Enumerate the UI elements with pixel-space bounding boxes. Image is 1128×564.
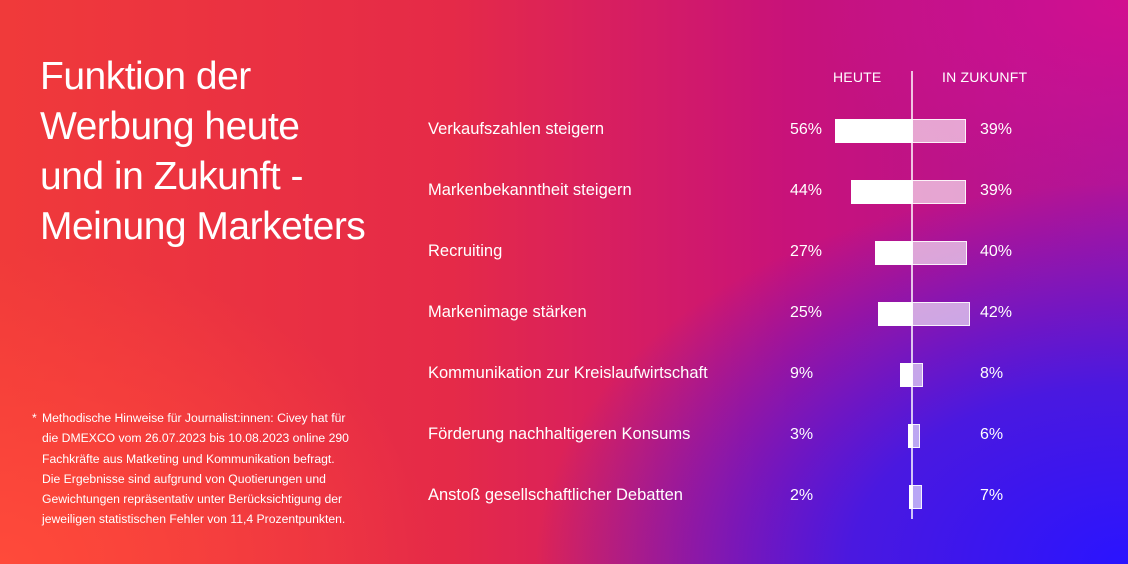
methodology-footnote: * Methodische Hinweise für Journalist:in…	[32, 408, 397, 530]
title-line: Werbung heute	[40, 105, 300, 148]
footnote-text: Methodische Hinweise für Journalist:inne…	[32, 408, 397, 530]
data-label-future: 6%	[980, 426, 1004, 443]
bar-today	[877, 302, 912, 326]
category-label: Kommunikation zur Kreislaufwirtschaft	[428, 364, 708, 382]
title-line: Meinung Marketers	[40, 205, 366, 248]
data-label-future: 7%	[980, 487, 1004, 504]
category-label: Anstoß gesellschaftlicher Debatten	[428, 486, 683, 504]
bar-today	[899, 363, 912, 387]
bar-future	[912, 363, 924, 387]
data-label-today: 27%	[790, 243, 823, 260]
footnote-line: Die Ergebnisse sind aufgrund von Quotier…	[42, 471, 326, 486]
data-label-today: 56%	[790, 121, 823, 138]
center-axis-line	[911, 71, 913, 519]
bar-future	[912, 241, 968, 265]
bar-future	[912, 180, 966, 204]
data-label-today: 44%	[790, 182, 823, 199]
title-line: Funktion der	[40, 55, 251, 98]
category-label: Markenimage stärken	[428, 303, 587, 321]
bar-future	[912, 485, 922, 509]
category-label: Markenbekanntheit steigern	[428, 181, 632, 199]
category-label: Förderung nachhaltigeren Konsums	[428, 425, 691, 443]
footnote-asterisk: *	[32, 411, 37, 425]
legend-future: IN ZUKUNFT	[942, 69, 1028, 85]
data-label-future: 42%	[980, 304, 1013, 321]
bar-today	[907, 424, 912, 448]
footnote-line: Gewichtungen repräsentativ unter Berücks…	[42, 492, 343, 507]
bar-today	[851, 180, 912, 204]
data-label-today: 9%	[790, 365, 814, 382]
bar-future	[912, 302, 970, 326]
data-label-today: 2%	[790, 487, 814, 504]
bar-today	[874, 241, 912, 265]
data-label-today: 3%	[790, 426, 814, 443]
data-label-future: 8%	[980, 365, 1004, 382]
footnote-line: Methodische Hinweise für Journalist:inne…	[42, 411, 346, 425]
category-label: Verkaufszahlen steigern	[428, 120, 605, 138]
data-label-future: 39%	[980, 121, 1013, 138]
data-label-future: 39%	[980, 182, 1013, 199]
category-label: Recruiting	[428, 242, 503, 260]
title-line: und in Zukunft -	[40, 155, 303, 198]
bar-today	[834, 119, 912, 143]
footnote-line: jeweiligen statistischen Fehler von 11,4…	[42, 512, 346, 527]
footnote-line: die DMEXCO vom 26.07.2023 bis 10.08.2023…	[42, 431, 349, 446]
bar-today	[909, 485, 912, 509]
footnote-line: Fachkräfte aus Matketing und Kommunikati…	[42, 451, 335, 466]
data-label-today: 25%	[790, 304, 823, 321]
bar-future	[912, 424, 921, 448]
chart-title: Funktion der Werbung heute und in Zukunf…	[40, 52, 410, 252]
legend-today: HEUTE	[833, 69, 882, 85]
bar-future	[912, 119, 966, 143]
data-label-future: 40%	[980, 243, 1013, 260]
